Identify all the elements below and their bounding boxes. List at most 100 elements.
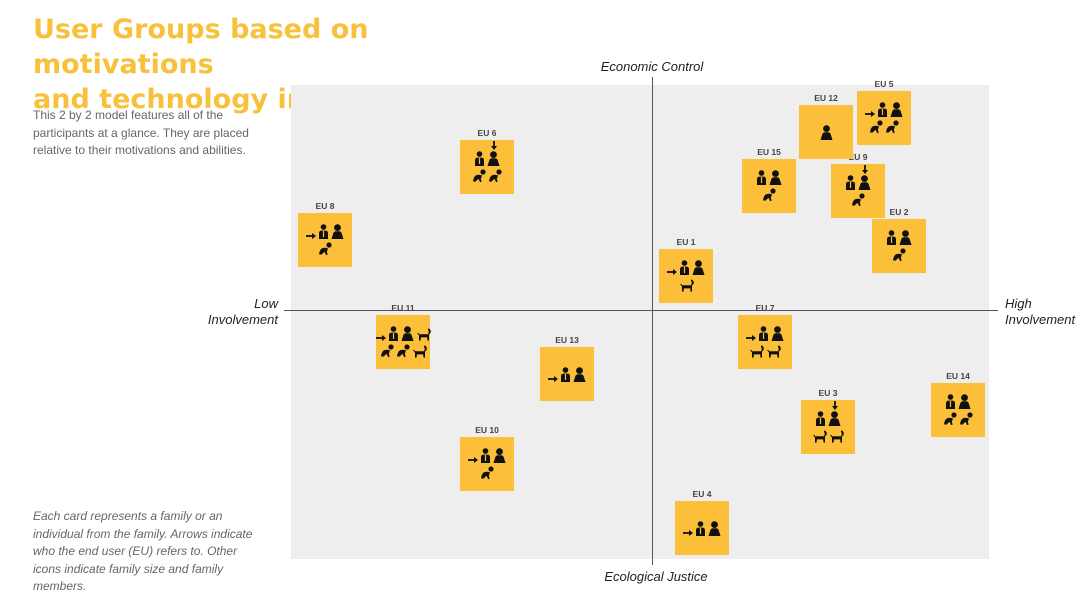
eu-11-label: EU 11 xyxy=(391,303,415,313)
woman-figure xyxy=(770,326,785,341)
woman-icon xyxy=(401,326,413,341)
eu-10-label: EU 10 xyxy=(475,425,499,435)
woman-icon xyxy=(820,124,832,140)
axis-label-top: Economic Control xyxy=(600,59,704,74)
card-icon-row-2 xyxy=(868,119,900,134)
woman-icon xyxy=(899,230,912,245)
woman-figure xyxy=(898,230,913,245)
baby-icon xyxy=(852,193,865,207)
horizontal-axis-line xyxy=(284,310,998,311)
baby-icon xyxy=(473,169,486,183)
card-icon-row-2 xyxy=(317,241,333,256)
man-figure xyxy=(757,326,770,341)
woman-figure xyxy=(330,224,345,239)
dog-icon xyxy=(767,345,781,358)
dog-icon xyxy=(679,279,694,292)
baby-icon xyxy=(960,412,973,426)
baby-figure xyxy=(479,465,495,480)
dog-figure xyxy=(765,343,782,358)
baby-figure xyxy=(942,411,958,426)
arrow-down-icon xyxy=(831,401,838,410)
dog-icon xyxy=(750,345,764,358)
woman-icon xyxy=(331,224,344,239)
card-icon-row-2 xyxy=(811,428,845,443)
eu-2-label: EU 2 xyxy=(889,207,909,217)
card-icon-row-1 xyxy=(885,230,913,245)
baby-figure xyxy=(317,241,333,256)
baby-icon xyxy=(481,466,494,480)
baby-icon xyxy=(763,188,776,202)
woman-icon xyxy=(828,411,841,426)
baby-icon xyxy=(396,344,410,358)
man-icon xyxy=(561,366,570,382)
vertical-axis-line xyxy=(652,77,653,565)
eu-1-card xyxy=(659,249,713,303)
woman-figure xyxy=(691,260,706,275)
baby-figure xyxy=(379,343,395,358)
arrow-right-icon xyxy=(683,529,693,536)
woman-figure xyxy=(957,394,972,409)
axis-label-left-line-2: Involvement xyxy=(207,312,278,327)
card-icon-row-2 xyxy=(379,343,428,358)
man-figure xyxy=(678,260,691,275)
man-figure xyxy=(844,175,857,190)
card-icon-row-1 xyxy=(375,326,432,341)
man-icon xyxy=(878,102,887,117)
card-icon-row-1 xyxy=(305,224,345,239)
axis-label-bottom: Ecological Justice xyxy=(604,569,708,584)
man-icon xyxy=(759,326,768,341)
eu-8-label: EU 8 xyxy=(315,201,335,211)
woman-icon xyxy=(890,102,903,117)
eu-1-label: EU 1 xyxy=(676,237,696,247)
woman-figure xyxy=(768,170,783,185)
baby-icon xyxy=(319,242,332,256)
eu-7-card xyxy=(738,315,792,369)
woman-figure xyxy=(572,366,587,382)
card-icon-row-1 xyxy=(844,165,872,190)
baby-figure xyxy=(868,119,884,134)
man-icon xyxy=(757,170,766,185)
card-icon-row-2 xyxy=(748,343,782,358)
man-icon xyxy=(481,448,490,463)
man-figure xyxy=(755,170,768,185)
man-icon xyxy=(887,230,896,245)
woman-icon xyxy=(958,394,971,409)
woman-icon xyxy=(573,366,586,382)
woman-icon xyxy=(692,260,705,275)
card-icon-row-2 xyxy=(942,411,974,426)
eu-9-card xyxy=(831,164,885,218)
dog-figure xyxy=(411,343,428,358)
arrow-right-icon xyxy=(865,111,875,117)
woman-icon xyxy=(493,448,506,463)
baby-figure xyxy=(471,168,487,183)
axis-label-left-line-1: Low xyxy=(254,296,278,311)
man-figure xyxy=(814,411,827,426)
man-figure xyxy=(885,230,898,245)
man-figure xyxy=(473,151,486,166)
baby-figure xyxy=(958,411,974,426)
eu-10-card xyxy=(460,437,514,491)
intro-text: This 2 by 2 model features all of the pa… xyxy=(33,108,249,157)
arrow-right-icon xyxy=(548,375,558,382)
baby-figure xyxy=(850,192,866,207)
eu-3-label: EU 3 xyxy=(818,388,838,398)
eu-13-label: EU 13 xyxy=(555,335,579,345)
dog-figure xyxy=(811,428,828,443)
eu-5-label: EU 5 xyxy=(874,79,894,89)
footnote-text: Each card represents a family or an indi… xyxy=(33,509,253,593)
baby-icon xyxy=(893,248,906,262)
card-icon-row-1 xyxy=(682,520,722,536)
baby-icon xyxy=(870,120,883,134)
woman-icon xyxy=(771,326,784,341)
arrow-right-icon xyxy=(667,269,677,275)
dog-figure xyxy=(748,343,765,358)
man-figure xyxy=(479,448,492,463)
arrow-right-icon xyxy=(306,233,316,239)
card-icon-row-1 xyxy=(473,141,501,166)
card-icon-row-1 xyxy=(745,326,785,341)
eu-3-card xyxy=(801,400,855,454)
axis-label-right-line-1: High xyxy=(1005,296,1032,311)
axis-label-right-line-2: Involvement xyxy=(1005,312,1076,327)
baby-figure xyxy=(487,168,503,183)
man-icon xyxy=(388,326,398,341)
